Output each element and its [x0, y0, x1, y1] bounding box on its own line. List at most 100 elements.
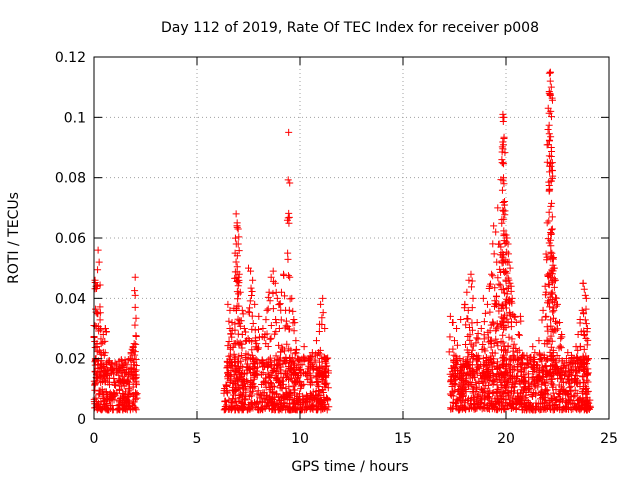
data-point — [297, 384, 305, 392]
data-point — [91, 344, 99, 352]
data-point — [131, 368, 139, 376]
data-point — [549, 356, 557, 364]
data-point — [466, 331, 474, 339]
data-point — [501, 267, 509, 275]
data-point — [467, 283, 475, 291]
data-point — [319, 388, 327, 396]
data-point — [235, 352, 243, 360]
data-point — [515, 356, 523, 364]
data-point — [545, 121, 553, 129]
data-point — [445, 348, 453, 356]
data-point — [499, 314, 507, 322]
data-point — [274, 369, 282, 377]
data-point — [501, 149, 509, 157]
data-point — [498, 186, 506, 194]
data-point — [481, 347, 489, 355]
data-point — [264, 362, 272, 370]
data-point — [129, 398, 137, 406]
data-point — [317, 300, 325, 308]
data-point — [539, 306, 547, 314]
data-point — [235, 247, 243, 255]
data-point — [232, 374, 240, 382]
data-point — [534, 375, 542, 383]
data-point — [553, 362, 561, 370]
data-point — [275, 360, 283, 368]
data-point — [315, 327, 323, 335]
data-point — [510, 340, 518, 348]
data-point — [509, 400, 517, 408]
data-point — [512, 345, 520, 353]
data-point — [303, 368, 311, 376]
data-point — [290, 369, 298, 377]
data-point — [474, 355, 482, 363]
data-point — [123, 361, 131, 369]
data-point — [473, 392, 481, 400]
data-point — [290, 404, 298, 412]
data-point — [253, 344, 261, 352]
data-point — [247, 267, 255, 275]
data-point — [284, 176, 292, 184]
data-point — [544, 327, 552, 335]
data-point — [251, 336, 259, 344]
data-point — [494, 204, 502, 212]
data-point — [541, 379, 549, 387]
data-point — [282, 385, 290, 393]
data-point — [119, 394, 127, 402]
data-point — [521, 373, 529, 381]
data-point — [131, 287, 139, 295]
data-point — [101, 377, 109, 385]
data-point — [466, 361, 474, 369]
data-point — [511, 313, 519, 321]
data-point — [542, 312, 550, 320]
data-point — [473, 334, 481, 342]
data-point — [490, 250, 498, 258]
data-point — [100, 393, 108, 401]
data-point — [543, 323, 551, 331]
data-point — [498, 361, 506, 369]
data-point — [300, 353, 308, 361]
data-point — [303, 404, 311, 412]
data-point — [275, 341, 283, 349]
data-point — [522, 394, 530, 402]
data-point — [461, 399, 469, 407]
data-point — [133, 381, 141, 389]
data-point — [308, 349, 316, 357]
data-point — [453, 325, 461, 332]
data-point — [578, 373, 586, 381]
data-point — [547, 144, 555, 151]
data-point — [548, 199, 556, 207]
data-point — [231, 234, 239, 242]
data-point — [486, 280, 494, 288]
data-point — [258, 381, 266, 388]
data-point — [580, 285, 588, 293]
data-point — [231, 326, 239, 334]
data-point — [304, 357, 312, 365]
data-point — [489, 318, 497, 326]
data-point — [456, 382, 464, 390]
data-point — [319, 294, 327, 302]
data-point — [234, 240, 242, 248]
data-point — [102, 361, 110, 369]
data-point — [231, 368, 239, 376]
data-point — [319, 309, 327, 317]
data-point — [236, 339, 244, 347]
data-point — [238, 331, 246, 339]
data-point — [547, 133, 555, 141]
data-point — [252, 343, 260, 351]
data-point — [228, 402, 236, 410]
data-point — [232, 210, 240, 218]
data-point — [454, 366, 462, 374]
data-point — [505, 276, 513, 284]
data-point — [491, 284, 499, 292]
data-point — [226, 306, 234, 314]
data-point — [132, 332, 140, 340]
data-point — [507, 355, 515, 363]
data-point — [96, 309, 104, 317]
data-point — [269, 289, 277, 297]
data-point — [248, 392, 256, 400]
data-point — [580, 310, 588, 318]
data-point — [546, 77, 554, 85]
data-point — [231, 387, 239, 395]
data-point — [284, 255, 292, 263]
data-point — [232, 258, 240, 266]
